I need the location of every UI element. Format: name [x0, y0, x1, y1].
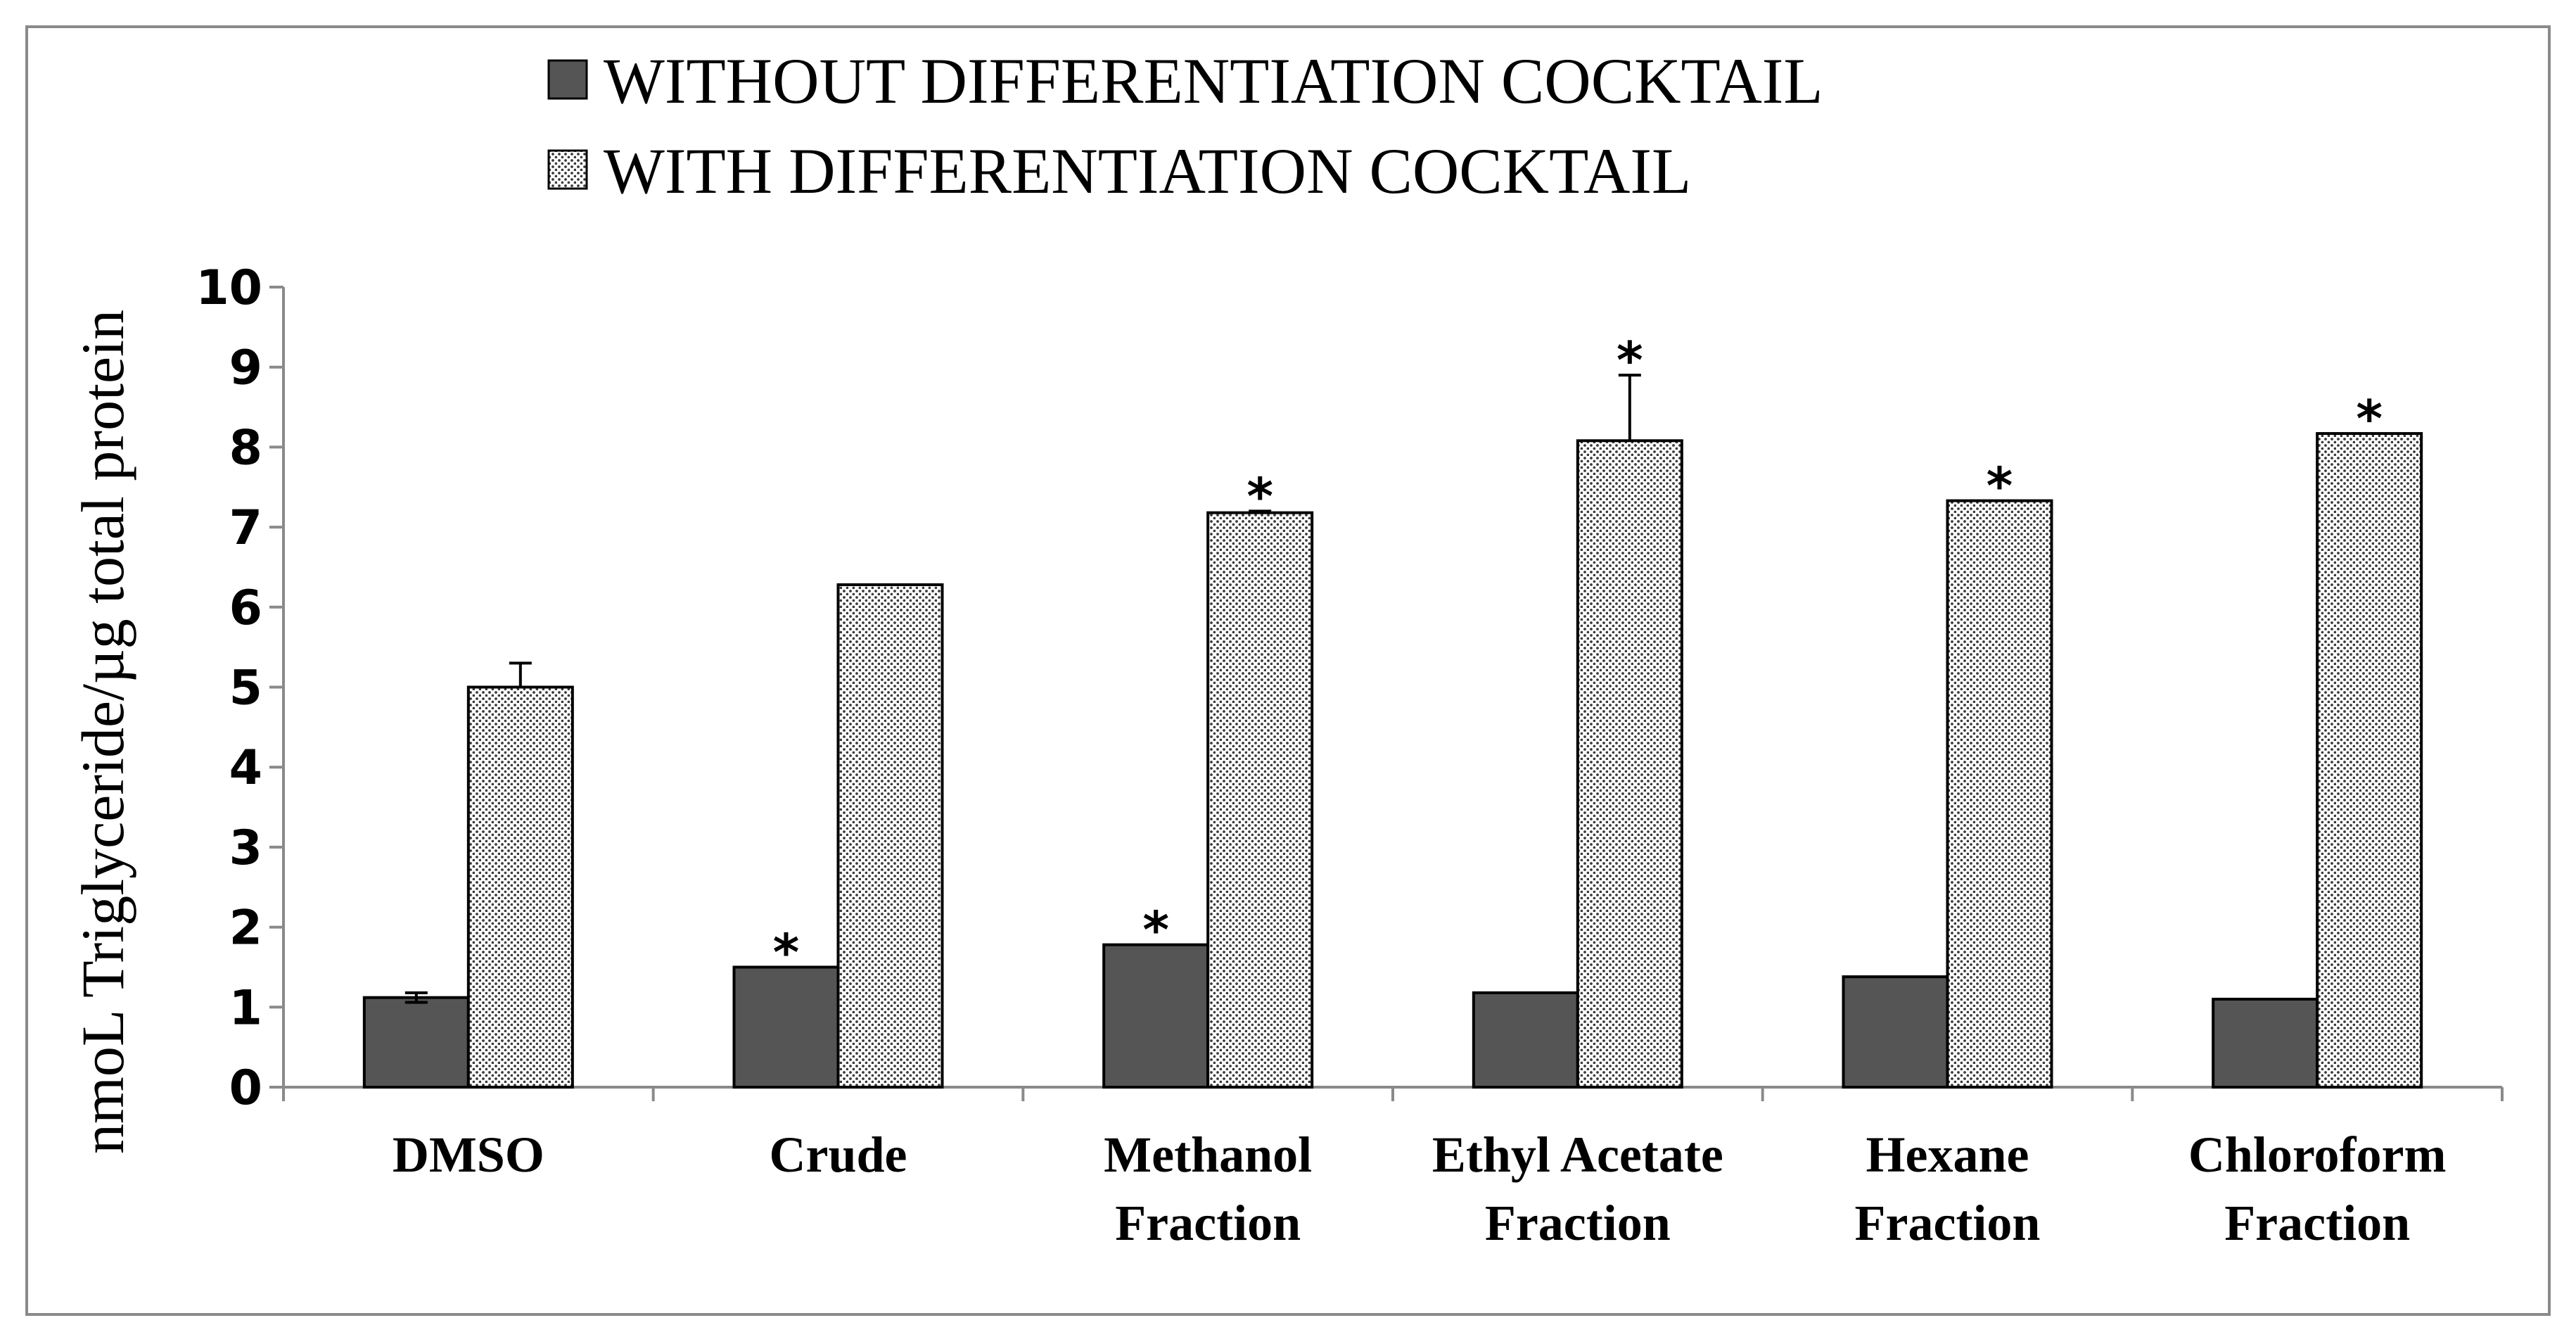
x-category-label: Chloroform [2188, 1127, 2447, 1183]
significance-marker: * [1987, 457, 2013, 516]
y-tick-label: 2 [229, 901, 262, 956]
x-category-label: Crude [770, 1127, 907, 1183]
x-category-label: Fraction [1115, 1195, 1301, 1251]
y-tick-label: 0 [229, 1060, 262, 1116]
bar-with-cocktail [1946, 499, 2053, 1089]
bar-without-cocktail [732, 965, 840, 1089]
y-tick-label: 4 [229, 740, 262, 796]
significance-marker: * [1617, 331, 1643, 390]
bar-without-cocktail [1102, 943, 1210, 1089]
y-axis-label: nmoL Triglyceride/µg total protein [69, 310, 136, 1154]
bar-with-cocktail [836, 583, 944, 1089]
legend: WITHOUT DIFFERENTIATION COCKTAIL WITH DI… [547, 45, 1823, 207]
bar-without-cocktail [1472, 991, 1579, 1089]
bar-with-cocktail [1576, 439, 1683, 1089]
bar-with-cocktail [466, 685, 574, 1089]
legend-swatch-without [547, 59, 588, 100]
legend-label-without: WITHOUT DIFFERENTIATION COCKTAIL [604, 45, 1823, 117]
bar-without-cocktail [1842, 975, 1949, 1089]
x-category-label: DMSO [393, 1127, 544, 1183]
x-category-label: Fraction [2224, 1195, 2410, 1251]
x-category-label: Hexane [1866, 1127, 2029, 1183]
bar-with-cocktail [2316, 432, 2423, 1089]
x-category-label: Fraction [1485, 1195, 1671, 1251]
labels: 0 1 2 3 4 5 6 7 8 9 10 DMSO * Crude * * Methanol Fraction… [196, 260, 2446, 1251]
y-tick-label: 3 [229, 820, 262, 876]
y-tick-label: 9 [229, 341, 262, 396]
axes [269, 286, 2504, 1101]
significance-marker: * [2356, 389, 2383, 448]
x-category-label: Ethyl Acetate [1432, 1127, 1723, 1183]
bar-with-cocktail [1206, 511, 1314, 1089]
y-tick-label: 8 [229, 420, 262, 476]
y-tick-label: 10 [196, 260, 262, 316]
y-tick-label: 1 [229, 980, 262, 1036]
x-category-label: Fraction [1855, 1195, 2041, 1251]
significance-marker: * [773, 923, 800, 982]
legend-swatch-with [547, 149, 588, 190]
y-tick-label: 6 [229, 581, 262, 636]
legend-label-with: WITH DIFFERENTIATION COCKTAIL [604, 135, 1691, 207]
significance-marker: * [1246, 467, 1273, 526]
y-tick-label: 7 [229, 500, 262, 556]
significance-marker: * [1142, 901, 1169, 960]
bar-without-cocktail [2212, 997, 2319, 1089]
y-tick-label: 5 [229, 661, 262, 716]
x-category-label: Methanol [1104, 1127, 1312, 1183]
y-axis-title: nmoL Triglyceride/µg total protein [69, 310, 136, 1154]
bar-without-cocktail [362, 996, 470, 1089]
bars [362, 374, 2423, 1089]
